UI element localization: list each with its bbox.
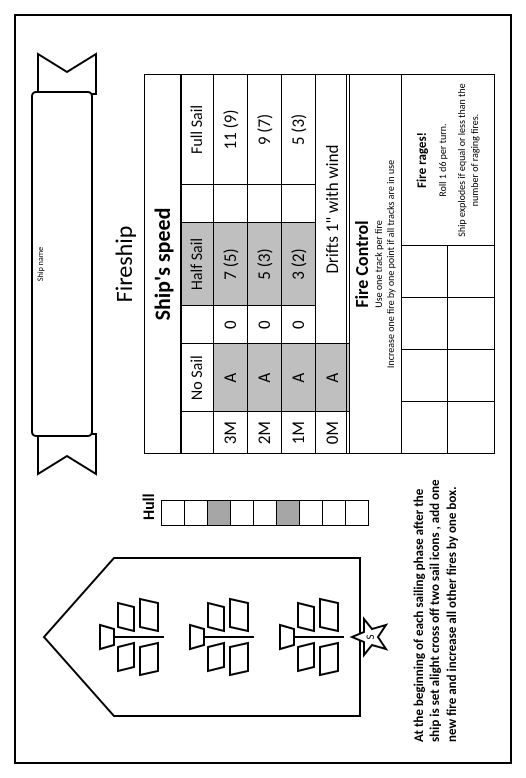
fire-rages-title: Fire rages! (415, 81, 430, 239)
speed-table: Ship's speed No Sail Half Sail Full Sail 3M… (144, 74, 350, 454)
speed-cell: 1M (282, 412, 316, 454)
fire-cell (448, 349, 494, 401)
speed-cell: 0M (316, 412, 350, 454)
speed-header: Full Sail (182, 75, 214, 185)
fire-cell (448, 245, 494, 297)
speed-cell: 2M (248, 412, 282, 454)
speed-header (182, 306, 214, 344)
ship-diagram: S (40, 532, 400, 742)
speed-cell (214, 184, 248, 222)
fire-title: Fire Control (351, 81, 373, 447)
fire-cell (448, 297, 494, 349)
speed-header: Half Sail (182, 222, 214, 305)
ship-type-title: Fireship (110, 44, 139, 484)
speed-cell: 5 (3) (282, 75, 316, 185)
speed-header: No Sail (182, 344, 214, 412)
fire-rages-line-1: Roll 1 d6 per turn. (436, 81, 449, 239)
hull-cell (276, 500, 300, 526)
fire-cell (402, 401, 448, 453)
speed-cell: 0 (282, 306, 316, 344)
fire-cell (402, 245, 448, 297)
speed-cell: 3 (2) (282, 222, 316, 305)
hull-cell (207, 500, 231, 526)
hull-cell (184, 500, 208, 526)
fire-rages-box: Fire rages! Roll 1 d6 per turn. Ship exp… (402, 75, 494, 245)
hull-track (162, 500, 369, 526)
speed-cell: 0 (248, 306, 282, 344)
hull-cell (253, 500, 277, 526)
fire-cell (448, 401, 494, 453)
hull-cell (299, 500, 323, 526)
speed-header (182, 412, 214, 454)
speed-title: Ship's speed (144, 74, 181, 454)
speed-cell: 9 (7) (248, 75, 282, 185)
fire-track-grid (402, 245, 494, 453)
speed-cell: 0 (214, 306, 248, 344)
fire-control-box: Fire Control Use one track per fire Incr… (346, 74, 495, 454)
speed-cell: 7 (5) (214, 222, 248, 305)
ship-star-label: S (364, 634, 377, 639)
speed-cell: 5 (3) (248, 222, 282, 305)
hull-cell (230, 500, 254, 526)
ship-name-label: Ship name (36, 247, 46, 281)
fire-rages-line-2: Ship explodes if equal or less than the … (455, 81, 481, 239)
fire-subtitle-2: Increase one fire by one point if all tr… (385, 81, 397, 447)
hull-cell (322, 500, 346, 526)
speed-cell: A (248, 344, 282, 412)
fire-cell (402, 349, 448, 401)
speed-header (182, 184, 214, 222)
phase-instructions: At the beginning of each sailing phase a… (412, 472, 461, 742)
ship-name-banner: Ship name (28, 44, 106, 484)
speed-cell: 11 (9) (214, 75, 248, 185)
hull-cell (161, 500, 185, 526)
speed-cell (248, 184, 282, 222)
speed-cell (282, 184, 316, 222)
speed-cell: 3M (214, 412, 248, 454)
fire-cell (402, 297, 448, 349)
speed-cell: A (214, 344, 248, 412)
speed-drift: Drifts 1" with wind (316, 75, 350, 344)
hull-label: Hull (140, 493, 159, 520)
hull-cell (345, 500, 369, 526)
speed-cell: A (316, 344, 350, 412)
speed-cell: A (282, 344, 316, 412)
